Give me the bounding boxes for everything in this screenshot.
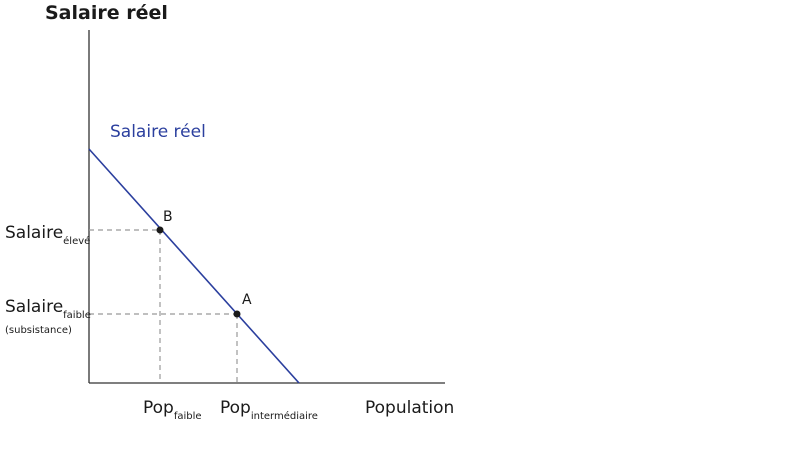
y-label: Salairefaible (5, 297, 91, 321)
x-axis-title: Population (365, 398, 454, 418)
point (156, 226, 164, 234)
y-label-sub: faible (63, 310, 91, 321)
curve-label: Salaire réel (110, 122, 206, 142)
y-label-sub: élevé (63, 235, 90, 247)
x-label-main: Pop (143, 398, 174, 418)
point-label: A (242, 292, 252, 308)
y-label-note: (subsistance) (5, 325, 72, 336)
point (233, 310, 241, 318)
y-axis-title: Salaire réel (45, 2, 168, 24)
x-label: Popintermédiaire (220, 398, 318, 422)
y-label: Salaireélevé (5, 223, 90, 247)
x-label: Popfaible (143, 398, 202, 422)
wage-curve (88, 148, 300, 384)
x-label-sub: faible (174, 411, 202, 422)
point-label: B (163, 209, 173, 225)
x-label-main: Pop (220, 398, 251, 418)
y-label-main: Salaire (5, 223, 63, 243)
x-label-sub: intermédiaire (251, 410, 318, 422)
y-label-main: Salaire (5, 297, 63, 317)
